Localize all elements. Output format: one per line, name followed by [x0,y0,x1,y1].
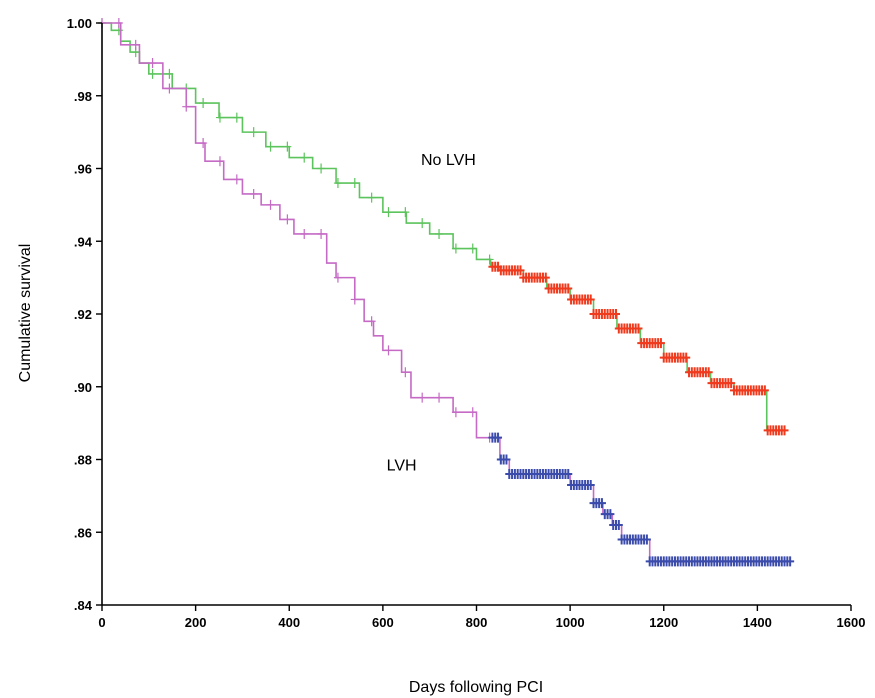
censor-mark [283,214,292,225]
censor-mark [614,519,623,530]
censor-mark [760,385,769,396]
censor-mark [350,294,359,305]
censor-mark [564,469,573,480]
y-tick-label: .88 [74,453,92,468]
censor-mark [468,407,477,418]
censor-mark [612,309,621,319]
censor-mark [148,58,157,69]
censor-mark [215,156,224,167]
x-tick-label: 400 [278,615,300,630]
censor-mark [266,141,275,152]
censor-mark [642,534,651,545]
censor-mark [317,228,326,239]
censor-mark [249,188,258,199]
censor-mark [468,243,477,254]
censor-mark [451,407,460,418]
y-tick-label: .86 [74,525,92,540]
censor-mark [418,218,427,229]
curve-annotation: No LVH [421,152,476,169]
y-tick-label: .96 [74,162,92,177]
censor-mark [418,392,427,403]
censor-mark [502,454,511,465]
censor-mark [367,316,376,327]
censor-mark [182,101,191,112]
censor-mark [704,367,713,378]
y-tick-label: .94 [74,234,93,249]
censor-mark [485,254,494,265]
censor-mark [199,138,208,149]
x-tick-label: 1200 [649,615,678,630]
censor-mark [564,283,573,294]
censor-mark [165,68,174,79]
chart-marks: No LVH LVH [98,18,795,567]
survival-curve-1 [102,22,786,432]
y-tick-label: 1.00 [67,16,92,31]
censor-mark [786,556,795,567]
y-tick-label: .92 [74,307,92,322]
censor-mark [131,39,140,50]
censor-mark [384,207,393,218]
censor-mark [114,18,123,28]
censor-mark [780,425,789,436]
y-axis-title: Cumulative survival [17,244,34,383]
censor-mark [333,272,342,283]
censor-mark [435,228,444,239]
censor-mark [586,294,595,305]
x-tick-label: 600 [372,615,394,630]
censor-mark [682,352,691,363]
censor-mark [367,192,376,203]
x-tick-label: 200 [185,615,207,630]
censor-mark [634,323,643,334]
censor-mark [727,378,736,389]
censor-mark [249,127,258,138]
censor-mark [435,392,444,403]
censor-mark [300,228,309,239]
x-tick-label: 1400 [743,615,772,630]
censor-mark [451,243,460,254]
censor-mark [317,163,326,174]
censor-mark [494,432,503,443]
censor-mark [232,174,241,185]
x-axis-title: Days following PCI [409,679,543,696]
censor-mark [597,498,606,509]
curve-annotation: LVH [387,457,417,474]
censor-mark [401,207,410,218]
censor-mark [606,509,615,520]
censor-mark [350,178,359,189]
censor-mark [300,152,309,163]
censor-mark [165,83,174,94]
censor-mark [401,367,410,378]
x-tick-label: 0 [98,615,105,630]
censor-mark [384,345,393,356]
x-tick-label: 1600 [837,615,866,630]
censor-mark [283,141,292,152]
censor-mark [266,199,275,210]
y-tick-label: .98 [74,89,92,104]
y-tick-label: .84 [74,598,93,613]
y-tick-label: .90 [74,380,92,395]
x-tick-label: 1000 [556,615,585,630]
censor-mark [333,178,342,189]
censor-mark [148,68,157,79]
censor-mark [541,272,550,283]
censor-mark [586,479,595,490]
censor-mark [656,338,665,349]
chart-axes: 0 200 400 600 800 1000 1200 1400 1600 .84 .86 .88 .9… [67,16,866,630]
censor-mark [199,98,208,109]
censor-mark [232,112,241,123]
censor-mark [516,265,525,276]
x-tick-label: 800 [466,615,488,630]
censor-mark [215,112,224,123]
